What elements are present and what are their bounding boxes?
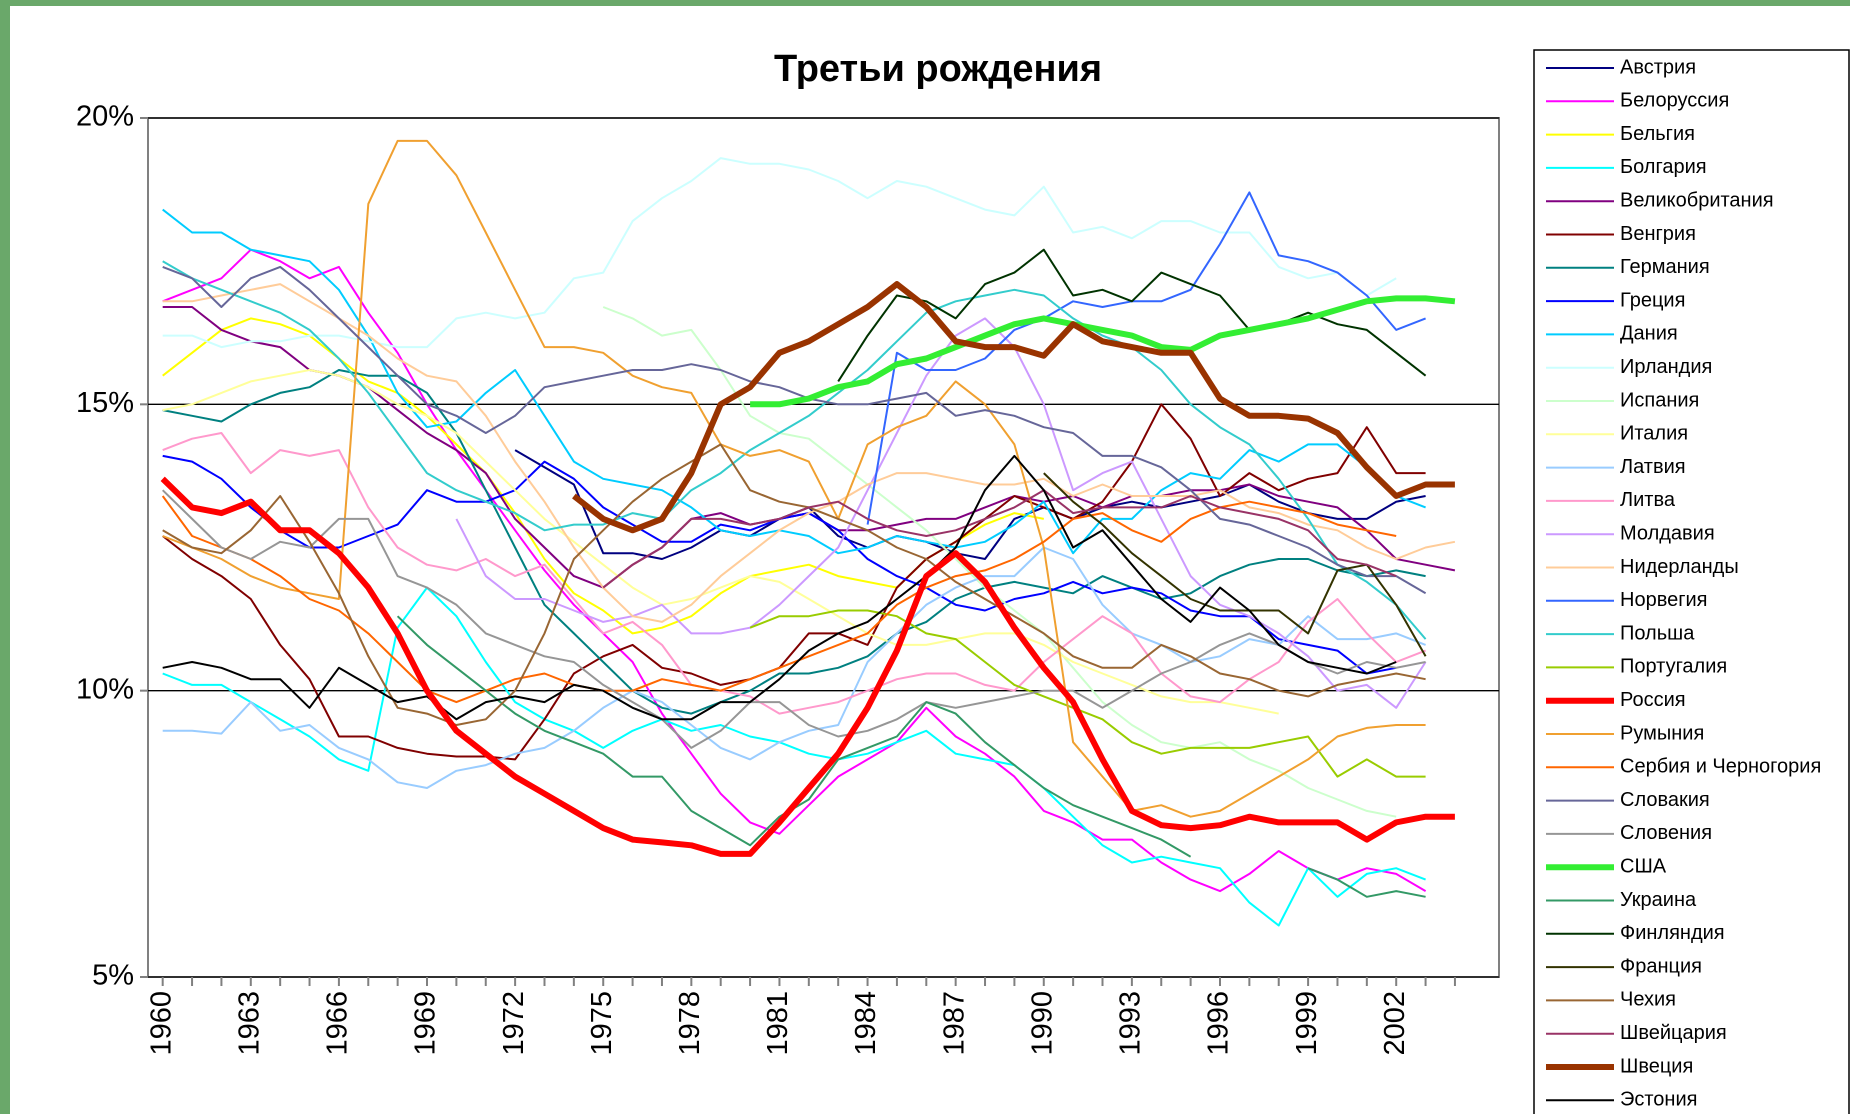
x-tick-label: 1996 — [1203, 991, 1235, 1056]
series-line — [162, 586, 1426, 927]
x-tick-label: 1972 — [498, 991, 530, 1056]
x-tick-label: 1963 — [233, 991, 265, 1056]
series-line — [162, 157, 1397, 349]
legend-label: Литва — [1620, 489, 1676, 511]
legend-label: США — [1620, 855, 1667, 877]
legend-label: Болгария — [1620, 156, 1707, 178]
series-line — [162, 283, 1456, 623]
series-line — [162, 369, 1426, 715]
legend-label: Словакия — [1620, 789, 1710, 811]
legend-label: Словения — [1620, 822, 1712, 844]
y-tick-label: 10% — [76, 673, 134, 705]
legend-label: Венгрия — [1620, 223, 1696, 245]
x-tick-label: 1969 — [410, 991, 442, 1056]
series-line — [161, 495, 1397, 704]
x-tick-label: 1960 — [145, 991, 177, 1056]
x-tick-label: 1981 — [762, 991, 794, 1056]
series-line — [602, 489, 1397, 589]
legend-label: Великобритания — [1620, 189, 1774, 211]
series-line — [750, 295, 1456, 408]
x-tick-label: 1993 — [1115, 991, 1147, 1056]
series-line — [514, 449, 1426, 560]
series-line — [162, 260, 1427, 640]
legend-label: Португалия — [1620, 656, 1727, 678]
series-line — [162, 208, 1426, 555]
series-line — [749, 609, 1426, 778]
legend-label: Белоруссия — [1620, 90, 1729, 112]
x-tick-label: 1978 — [674, 991, 706, 1056]
series-line — [162, 454, 1397, 721]
series-line — [866, 191, 1426, 525]
legend-label: Швеция — [1620, 1055, 1693, 1077]
legend-label: Дания — [1620, 323, 1678, 345]
legend-label: Греция — [1620, 289, 1685, 311]
legend-label: Швейцария — [1620, 1022, 1727, 1044]
legend-label: Норвегия — [1620, 589, 1708, 611]
x-tick-label: 1999 — [1291, 991, 1323, 1056]
x-tick-label: 1975 — [586, 991, 618, 1056]
legend-label: Ирландия — [1620, 356, 1712, 378]
series-line — [162, 369, 1279, 715]
legend-label: Франция — [1620, 955, 1702, 977]
legend-label: Нидерланды — [1620, 556, 1739, 578]
legend-label: Сербия и Черногория — [1620, 756, 1821, 778]
legend-label: Эстония — [1620, 1089, 1697, 1111]
series-line — [572, 281, 1455, 534]
y-tick-label: 15% — [76, 387, 134, 419]
chart-title: Третьи рождения — [774, 48, 1102, 90]
legend-label: Россия — [1620, 689, 1686, 711]
legend-label: Германия — [1620, 256, 1710, 278]
x-tick-label: 2002 — [1379, 991, 1411, 1056]
series-line — [162, 403, 1426, 761]
legend-label: Латвия — [1620, 456, 1686, 478]
series-line — [1043, 472, 1427, 657]
legend-label: Бельгия — [1620, 123, 1695, 145]
series-line — [162, 432, 1426, 715]
series-line — [162, 265, 1427, 595]
legend-label: Украина — [1620, 889, 1697, 911]
x-tick-label: 1966 — [322, 991, 354, 1056]
legend-label: Финляндия — [1620, 922, 1725, 944]
y-tick-label: 5% — [92, 960, 134, 992]
series-line — [160, 476, 1455, 857]
legend-label: Румыния — [1620, 722, 1704, 744]
legend-label: Италия — [1620, 423, 1688, 445]
series-line — [162, 139, 1426, 818]
x-tick-label: 1984 — [850, 991, 882, 1056]
series-line — [837, 248, 1427, 382]
x-tick-label: 1990 — [1026, 991, 1058, 1056]
series-line — [162, 248, 1427, 893]
series-line — [162, 546, 1426, 789]
y-tick-label: 20% — [76, 101, 134, 133]
legend-label: Чехия — [1620, 989, 1676, 1011]
series-line — [162, 443, 1426, 726]
legend-label: Молдавия — [1620, 522, 1715, 544]
legend-label: Польша — [1620, 622, 1695, 644]
legend-label: Австрия — [1620, 56, 1696, 78]
legend-label: Испания — [1620, 389, 1699, 411]
legend-box — [1533, 49, 1850, 1114]
x-tick-label: 1987 — [938, 991, 970, 1056]
series-line — [162, 489, 1426, 749]
